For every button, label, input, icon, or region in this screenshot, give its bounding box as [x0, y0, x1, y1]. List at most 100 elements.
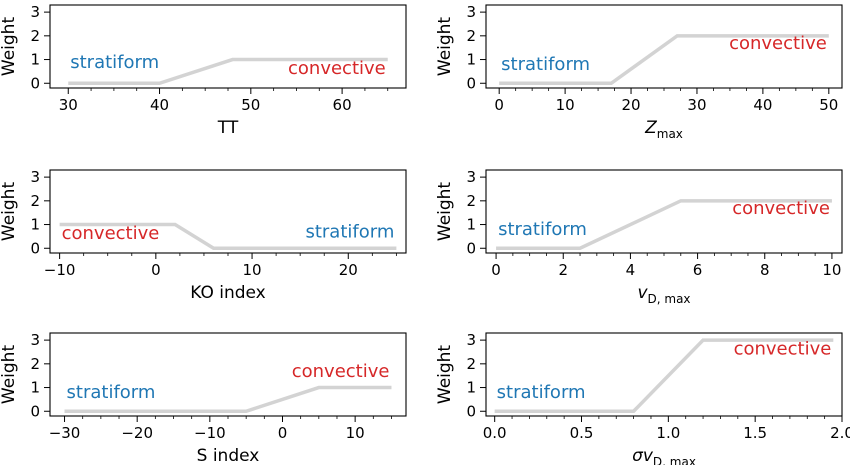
x-tick-label: −20 [121, 424, 153, 442]
x-tick-label: 10 [822, 261, 841, 279]
subplot-1: 30 40 50 60 0 1 2 3 Weight TT stratiform convective [0, 3, 407, 138]
weight-line [496, 199, 832, 251]
y-tick-label: 2 [30, 192, 40, 210]
x-tick-label: 50 [819, 96, 838, 114]
x-tick-label: −10 [194, 424, 226, 442]
x-tick-label: 20 [621, 96, 640, 114]
x-tick-label: 10 [556, 96, 575, 114]
y-tick-label: 0 [466, 74, 476, 92]
subplot-6: 0.0 0.5 1.0 1.5 2.0 0 1 2 3 Weight σvD, max stratif… [435, 331, 850, 465]
weight-line [499, 34, 829, 86]
y-tick-label: 0 [466, 239, 476, 257]
x-tick-label: 0 [278, 424, 288, 442]
x-tick-label: −10 [44, 261, 76, 279]
subplot-2: 0 10 20 30 40 50 0 1 2 3 Weight Zmax stratiform conve… [435, 3, 843, 141]
y-tick-label: 0 [30, 74, 40, 92]
y-axis-label: Weight [435, 17, 455, 77]
y-tick-label: 2 [30, 355, 40, 373]
axes-frame [485, 332, 843, 417]
weight-line [494, 338, 834, 414]
x-tick-label: 2 [558, 261, 568, 279]
annotation-convective: convective [62, 223, 160, 244]
x-axis-label-main: Z [644, 118, 657, 138]
y-axis-label: Weight [0, 17, 19, 77]
x-tick-label: 8 [760, 261, 770, 279]
x-axis-label: vD, max [637, 283, 690, 306]
x-tick-label: 30 [59, 96, 78, 114]
y-axis-label: Weight [435, 345, 455, 405]
annotation-convective: convective [734, 338, 832, 359]
x-tick-label: 60 [333, 96, 352, 114]
y-tick-label: 1 [466, 51, 476, 69]
x-tick-label: 10 [243, 261, 262, 279]
x-tick-label: 2.0 [830, 424, 850, 442]
x-tick-label: 0.5 [570, 424, 594, 442]
annotation-convective: convective [732, 198, 830, 219]
y-tick-label: 0 [30, 402, 40, 420]
x-axis-label-main: v [637, 283, 648, 303]
annotation-convective: convective [729, 33, 827, 54]
x-tick-label: 1.0 [656, 424, 680, 442]
y-tick-label: 1 [30, 216, 40, 234]
x-tick-label: 0 [151, 261, 161, 279]
weight-line [59, 222, 397, 251]
x-tick-label: 0 [491, 261, 501, 279]
x-axis-label-subscript: max [657, 127, 683, 141]
y-tick-label: 3 [466, 3, 476, 21]
weight-line [64, 385, 392, 414]
y-tick-label: 2 [466, 27, 476, 45]
annotation-stratiform: stratiform [498, 219, 587, 240]
x-tick-label: −30 [49, 424, 81, 442]
y-tick-label: 2 [30, 27, 40, 45]
annotation-convective: convective [288, 58, 386, 79]
annotation-stratiform: stratiform [70, 52, 159, 73]
annotation-stratiform: stratiform [497, 382, 586, 403]
x-axis-label-subscript: D, max [648, 292, 691, 306]
annotation-convective: convective [292, 361, 390, 382]
x-axis-label-main: KO index [190, 283, 266, 303]
y-axis-label: Weight [0, 182, 19, 242]
x-axis-label-main: S index [197, 446, 260, 465]
y-tick-label: 0 [466, 402, 476, 420]
y-tick-label: 3 [30, 3, 40, 21]
x-axis-label-main: TT [217, 118, 239, 138]
y-tick-label: 3 [30, 331, 40, 349]
y-tick-label: 1 [30, 51, 40, 69]
y-tick-label: 0 [30, 239, 40, 257]
y-axis-label: Weight [435, 182, 455, 242]
x-axis-label: Zmax [644, 118, 683, 141]
x-axis-label: σvD, max [632, 446, 696, 465]
x-tick-label: 40 [150, 96, 169, 114]
x-axis-label-main: σv [632, 446, 654, 465]
y-axis-label: Weight [0, 345, 19, 405]
y-tick-label: 2 [466, 192, 476, 210]
y-tick-label: 3 [466, 168, 476, 186]
y-tick-label: 1 [30, 379, 40, 397]
x-tick-label: 40 [753, 96, 772, 114]
x-tick-label: 4 [626, 261, 636, 279]
y-tick-label: 3 [30, 168, 40, 186]
annotation-stratiform: stratiform [67, 382, 156, 403]
x-axis-label: TT [217, 118, 239, 138]
subplot-4: 0 2 4 6 8 10 0 1 2 3 Weight vD, max stratiform convec… [435, 168, 843, 306]
x-tick-label: 20 [339, 261, 358, 279]
y-tick-label: 2 [466, 355, 476, 373]
x-axis-label: S index [197, 446, 260, 465]
y-tick-label: 1 [466, 379, 476, 397]
x-tick-label: 30 [687, 96, 706, 114]
x-tick-label: 50 [241, 96, 260, 114]
annotation-stratiform: stratiform [501, 54, 590, 75]
x-tick-label: 0.0 [483, 424, 507, 442]
y-tick-label: 1 [466, 216, 476, 234]
x-tick-label: 10 [346, 424, 365, 442]
y-tick-label: 3 [466, 331, 476, 349]
subplot-5: −30 −20 −10 0 10 0 1 2 3 Weight S index stratiform c… [0, 331, 407, 465]
weight-line [68, 57, 388, 86]
x-axis-label-subscript: D, max [653, 455, 696, 465]
x-tick-label: 1.5 [743, 424, 767, 442]
annotation-stratiform: stratiform [305, 222, 394, 243]
x-tick-label: 6 [693, 261, 703, 279]
x-axis-label: KO index [190, 283, 266, 303]
